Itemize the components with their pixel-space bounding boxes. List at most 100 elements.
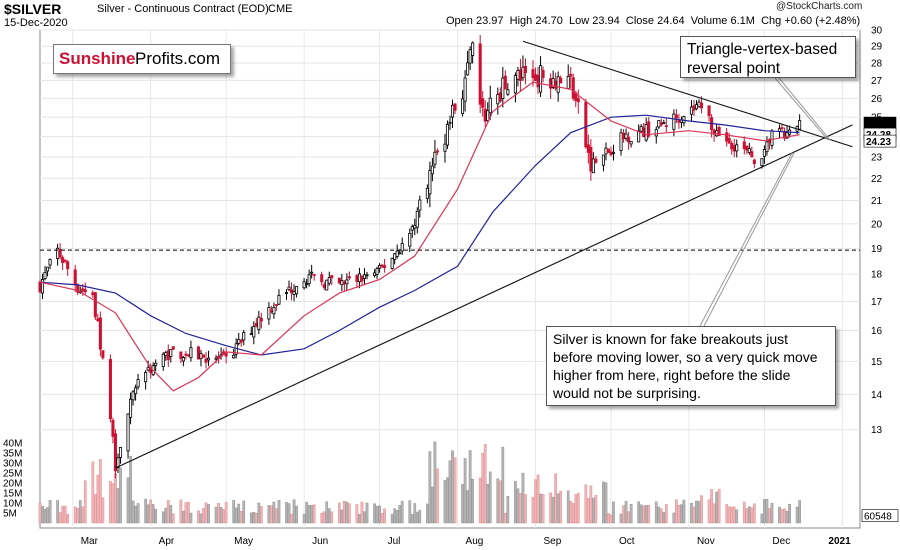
volume-bar	[587, 498, 590, 524]
candle-body	[257, 316, 261, 330]
change-value: +0.60 (+2.48%)	[784, 15, 861, 27]
ma-short-line	[39, 81, 800, 392]
price-flag-box	[863, 134, 897, 148]
volume-bar	[373, 503, 376, 524]
volume-bar	[516, 488, 520, 524]
candle-body	[591, 158, 595, 174]
candle-body	[770, 130, 774, 146]
volume-bar	[166, 500, 170, 524]
volume-bar	[144, 498, 147, 524]
candle-body	[111, 420, 115, 437]
candle-body	[694, 104, 699, 110]
candle-body	[541, 69, 545, 78]
candle-body	[415, 210, 419, 228]
volume-bar	[788, 503, 791, 524]
volume-bar	[690, 502, 693, 524]
candle-body	[400, 243, 404, 252]
candle-body	[742, 141, 746, 150]
volume-tick-label: 40M	[3, 439, 22, 450]
candle-body	[521, 66, 525, 79]
volume-bar	[556, 493, 560, 524]
candle-body	[627, 136, 631, 143]
volume-tick-label: 25M	[3, 469, 22, 480]
price-tick-label: 18	[871, 270, 883, 281]
volume-bar	[365, 502, 369, 524]
candle-body	[727, 138, 731, 144]
volume-bar	[514, 481, 517, 524]
volume-bar	[592, 497, 595, 524]
price-tick-label: 30	[871, 26, 883, 37]
open-value: 23.97	[475, 15, 504, 27]
candle-body	[113, 433, 117, 472]
trend-lines	[40, 40, 860, 469]
candle-body	[164, 352, 168, 357]
candle-body	[700, 102, 704, 109]
volume-bar	[187, 501, 190, 524]
volume-bar	[257, 502, 261, 524]
volume-bar	[109, 481, 112, 524]
volume-bar	[672, 512, 676, 524]
price-tick-label: 14	[871, 390, 883, 401]
candle-body	[73, 269, 77, 286]
volume-bar	[310, 505, 313, 524]
volume-bar	[725, 504, 729, 524]
candle-body	[161, 353, 165, 367]
volume-bar	[426, 503, 429, 524]
volume-bar	[149, 499, 153, 524]
volume-bar	[486, 483, 490, 524]
candle-body	[536, 74, 540, 88]
volume-bar	[400, 500, 404, 524]
volume-bar	[61, 505, 64, 524]
volume-bar	[697, 501, 701, 524]
volume-bar	[199, 513, 203, 524]
ohlc-readout: Open 23.97 High 24.70 Low 23.94 Close 24…	[446, 15, 860, 27]
volume-bar	[466, 490, 469, 524]
volume-bar	[448, 460, 452, 524]
candle-body	[81, 288, 85, 292]
candle-body	[395, 250, 399, 257]
candle-body	[478, 43, 482, 105]
volume-bar	[675, 499, 678, 524]
candle-body	[181, 357, 185, 362]
volume-bar	[151, 504, 155, 524]
volume-bar	[94, 494, 97, 524]
candle-body	[589, 146, 593, 172]
candle-body	[224, 352, 228, 357]
candle-body	[101, 350, 105, 359]
candle-body	[38, 281, 42, 293]
candle-body	[131, 391, 135, 401]
volume-bar	[119, 467, 122, 524]
month-tick-label: Nov	[697, 536, 715, 547]
candle-body	[393, 253, 397, 260]
candle-body	[134, 387, 138, 395]
volume-bar	[275, 508, 278, 524]
sunshine-profits-logo: Sunshine Profits.com	[53, 44, 231, 74]
volume-bar	[629, 504, 633, 524]
month-tick-label: Sep	[544, 536, 562, 547]
volume-bar	[536, 474, 540, 524]
price-tick-label: 19	[871, 244, 883, 255]
candle-body	[428, 170, 432, 195]
upper-trendline	[522, 40, 853, 148]
month-tick-label: May	[234, 536, 253, 547]
volume-bar	[453, 457, 457, 524]
volume-bar	[249, 512, 253, 524]
volume-bar	[549, 492, 552, 524]
symbol-title: $SILVER	[4, 1, 62, 17]
ma-long-line	[39, 114, 800, 356]
candle-body	[365, 274, 369, 277]
price-tick-label: 13	[871, 425, 883, 436]
candle-body	[549, 78, 553, 89]
candle-body	[380, 264, 384, 267]
chart-date: 15-Dec-2020	[4, 17, 68, 29]
volume-bar	[375, 505, 379, 524]
volume-bar	[642, 505, 646, 524]
volume-bar	[398, 505, 402, 524]
month-tick-label: Mar	[81, 536, 99, 547]
volume-bar	[239, 511, 243, 524]
volume-bar	[91, 461, 95, 524]
volume-tick-label: 35M	[3, 449, 22, 460]
candle-body	[232, 354, 236, 359]
volume-tick-label: 10M	[3, 499, 22, 510]
